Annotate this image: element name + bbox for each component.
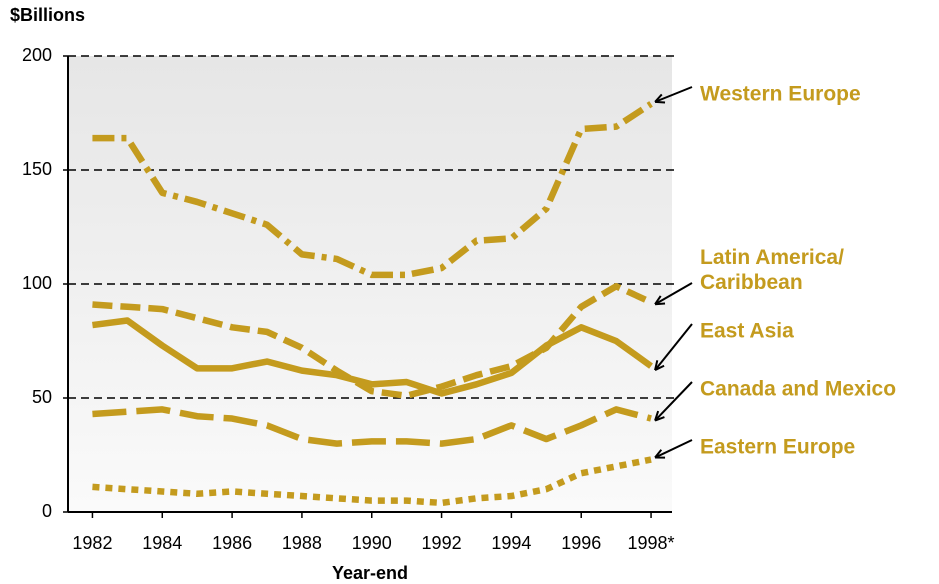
legend-label-line: Caribbean (700, 271, 803, 294)
y-tick-label: 150 (22, 159, 52, 179)
x-tick-label: 1984 (142, 533, 182, 553)
x-tick-label: 1988 (282, 533, 322, 553)
legend-arrowhead (654, 93, 666, 104)
legend-arrow (654, 282, 693, 306)
legend-label: Western Europe (700, 83, 861, 106)
legend-arrow (654, 439, 693, 459)
x-tick-label: 1982 (72, 533, 112, 553)
legend-arrow (654, 86, 693, 103)
legend-arrow (654, 323, 693, 371)
legend-arrowhead (654, 410, 665, 422)
series-line (92, 406, 652, 447)
series-line (92, 317, 653, 397)
x-tick-label: 1986 (212, 533, 252, 553)
legend-label: Latin America/Caribbean (700, 246, 844, 294)
legend-label-line: Latin America/ (700, 246, 844, 269)
legend-arrowhead (654, 295, 666, 306)
series-line (92, 101, 653, 279)
x-tick-label: 1990 (352, 533, 392, 553)
legend-label: Canada and Mexico (700, 378, 896, 401)
x-tick-label: 1998* (628, 533, 675, 553)
legend-arrow (654, 381, 693, 422)
x-tick-label: 1996 (561, 533, 601, 553)
y-tick-label: 100 (22, 273, 52, 293)
x-tick-label: 1994 (491, 533, 531, 553)
y-tick-label: 0 (42, 501, 52, 521)
legend-label: East Asia (700, 320, 794, 343)
legend-arrowhead (654, 449, 666, 459)
y-axis-label: $Billions (10, 5, 85, 25)
x-tick-label: 1992 (422, 533, 462, 553)
legend-label: Eastern Europe (700, 436, 855, 459)
legend-arrowhead (654, 360, 665, 371)
series-line (92, 283, 653, 399)
y-tick-label: 200 (22, 45, 52, 65)
x-axis-label: Year-end (332, 563, 408, 583)
series-line (92, 456, 652, 507)
y-tick-label: 50 (32, 387, 52, 407)
